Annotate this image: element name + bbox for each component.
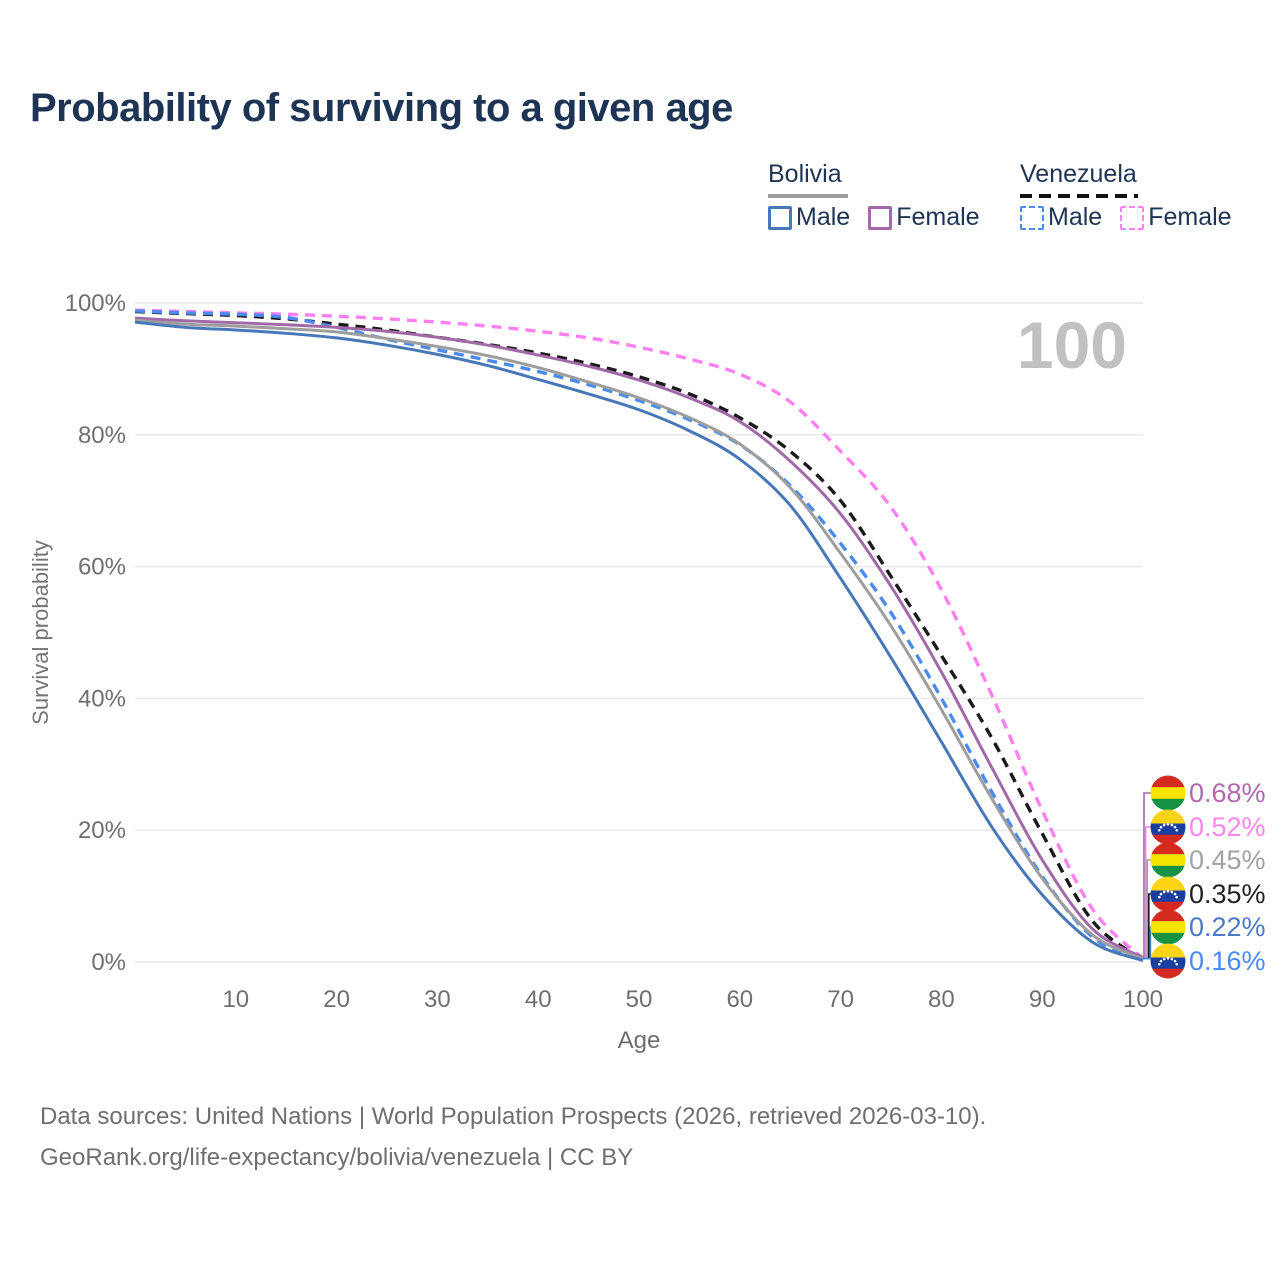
flag-icon-bolivia — [1150, 909, 1186, 945]
legend-item-venezuela-female[interactable]: Female — [1120, 203, 1232, 232]
x-axis-title: Age — [618, 1027, 661, 1054]
y-tick-label: 40% — [78, 685, 126, 712]
x-tick-label: 50 — [626, 986, 653, 1013]
legend-item-venezuela-male[interactable]: Male — [1020, 203, 1102, 232]
y-tick-label: 20% — [78, 817, 126, 844]
series-line-bolivia-female — [134, 316, 1144, 959]
x-tick-label: 40 — [525, 986, 552, 1013]
venezuela-male-swatch-icon — [1020, 205, 1044, 230]
y-tick-label: 60% — [78, 554, 126, 581]
x-tick-label: 60 — [726, 986, 753, 1013]
page-title: Probability of surviving to a given age — [30, 86, 733, 130]
end-value-label-bolivia-female: 0.68% — [1189, 778, 1266, 808]
legend-item-label: Male — [1048, 203, 1103, 231]
y-tick-label: 100% — [65, 290, 126, 317]
end-value-label-venezuela-female: 0.52% — [1189, 812, 1266, 842]
legend-bolivia-linestyle-sample — [768, 194, 848, 198]
legend-item-label: Female — [896, 203, 980, 231]
attribution-line: GeoRank.org/life-expectancy/bolivia/vene… — [40, 1144, 634, 1171]
series-line-bolivia-male — [134, 320, 1144, 962]
data-sources-line: Data sources: United Nations | World Pop… — [40, 1103, 987, 1130]
survival-chart: 0% 20% 40% 60% 80% 100% 10 20 30 40 50 60 70 80 90 100 A… — [28, 290, 1266, 1054]
chart-legend: Bolivia Male Female Venezuela Male Femal… — [0, 160, 1280, 250]
flag-icon-bolivia — [1150, 775, 1186, 811]
series-line-venezuela-male — [134, 309, 1144, 963]
x-tick-label: 20 — [323, 986, 350, 1013]
bolivia-female-swatch-icon — [868, 205, 893, 230]
series-line-venezuela-all — [134, 309, 1145, 962]
flag-icon-venezuela — [1150, 943, 1186, 979]
series-line-bolivia-all — [134, 318, 1144, 961]
legend-venezuela-linestyle-sample — [1020, 194, 1138, 198]
legend-group-venezuela-label: Venezuela — [1020, 160, 1137, 188]
end-value-label-bolivia-all: 0.45% — [1189, 845, 1266, 875]
end-value-label-bolivia-male: 0.22% — [1189, 912, 1266, 942]
flag-icon-venezuela — [1150, 809, 1186, 845]
legend-group-bolivia-label: Bolivia — [768, 160, 842, 188]
legend-item-bolivia-female[interactable]: Female — [868, 203, 980, 232]
y-axis-title: Survival probability — [28, 540, 53, 725]
x-tick-label: 70 — [827, 986, 854, 1013]
x-tick-label: 100 — [1123, 986, 1163, 1013]
venezuela-female-swatch-icon — [1120, 205, 1145, 230]
x-tick-label: 30 — [424, 986, 451, 1013]
legend-group-venezuela: Venezuela Male Female — [1020, 160, 1232, 231]
x-tick-label: 90 — [1029, 986, 1056, 1013]
end-value-label-venezuela-all: 0.35% — [1189, 879, 1266, 909]
watermark-age-100: 100 — [1017, 308, 1127, 382]
legend-item-label: Male — [796, 203, 851, 231]
legend-item-label: Female — [1148, 203, 1232, 231]
y-tick-label: 0% — [91, 949, 126, 976]
y-tick-label: 80% — [78, 422, 126, 449]
x-tick-label: 10 — [222, 986, 249, 1013]
flag-icon-bolivia — [1150, 842, 1186, 878]
flag-icon-venezuela — [1150, 876, 1186, 912]
legend-item-bolivia-male[interactable]: Male — [768, 203, 850, 232]
footer: Data sources: United Nations | World Pop… — [40, 1096, 986, 1178]
series-line-venezuela-female — [134, 308, 1145, 960]
end-value-label-venezuela-male: 0.16% — [1189, 946, 1266, 976]
x-tick-label: 80 — [928, 986, 955, 1013]
bolivia-male-swatch-icon — [768, 205, 792, 230]
legend-group-bolivia: Bolivia Male Female — [768, 160, 980, 231]
